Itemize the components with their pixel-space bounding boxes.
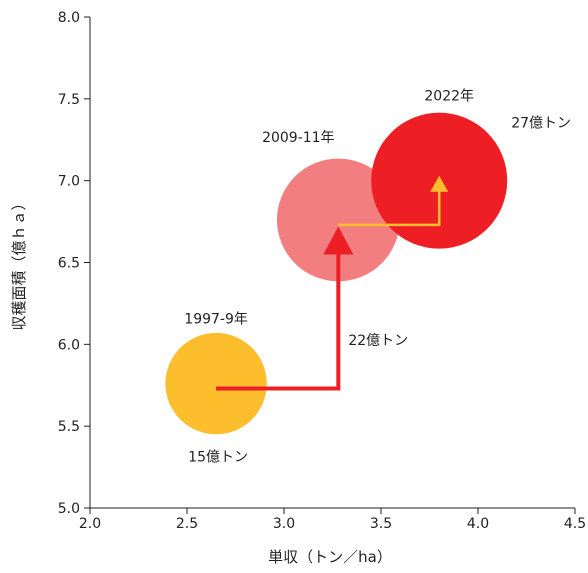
y-axis-label: 収穫面積（億ｈａ）	[10, 195, 28, 330]
y-tick-label: 5.0	[58, 501, 80, 517]
bubble-production-label: 22億トン	[348, 333, 408, 349]
y-tick-label: 6.0	[58, 337, 80, 353]
arrow-head	[323, 226, 354, 255]
bubble-production-label: 15億トン	[188, 450, 248, 466]
y-tick-label: 5.5	[58, 419, 80, 435]
arrows-layer	[216, 175, 449, 391]
axes-layer: 2.0 2.5 3.0 3.5 4.0 4.5 5.0 5.5 6.0 6.5 7.0 7.5 8.0	[58, 10, 586, 532]
x-axis-label: 単収（トン／ha）	[268, 548, 392, 566]
x-tick-label: 3.0	[273, 516, 295, 532]
bubble-2009-11	[276, 158, 400, 282]
y-tick-label: 7.5	[58, 92, 80, 108]
trend-arrow	[216, 252, 341, 391]
bubble-period-label: 2009-11年	[262, 130, 335, 146]
x-tick-label: 4.5	[564, 516, 586, 532]
bubble-period-label: 1997-9年	[184, 312, 248, 328]
y-tick-label: 6.5	[58, 256, 80, 272]
x-tick-label: 4.0	[467, 516, 489, 532]
y-tick-label: 8.0	[58, 10, 80, 26]
labels-layer: 1997-9年 15億トン 2009-11年 22億トン 2022年 27億トン	[184, 89, 571, 466]
bubble-period-label: 2022年	[424, 89, 474, 105]
bubble-1997-9	[165, 332, 267, 435]
trend-arrow	[338, 189, 441, 227]
x-tick-label: 2.0	[79, 516, 101, 532]
x-tick-label: 3.5	[370, 516, 392, 532]
y-tick-label: 7.0	[58, 174, 80, 190]
arrow-head	[430, 175, 449, 192]
bubble-production-label: 27億トン	[511, 116, 571, 132]
x-tick-label: 2.5	[176, 516, 198, 532]
bubbles-layer	[165, 112, 508, 435]
